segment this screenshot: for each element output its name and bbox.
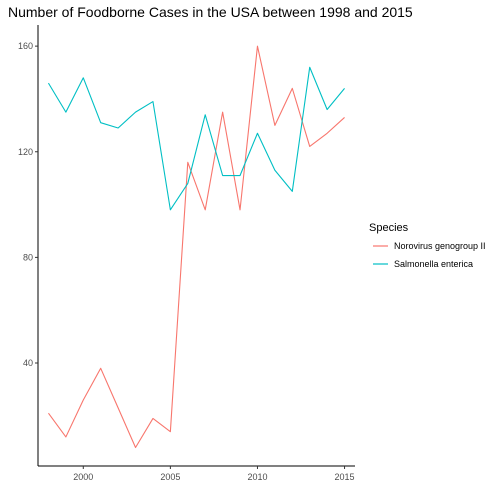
x-tick-label: 2010 xyxy=(247,472,267,482)
x-tick-label: 2005 xyxy=(160,472,180,482)
y-tick-label: 40 xyxy=(23,358,33,368)
axes: 40 80 120 160 2000 2005 2010 2015 xyxy=(18,25,355,482)
y-tick-label: 80 xyxy=(23,252,33,262)
series-lines xyxy=(47,45,345,449)
y-ticks: 40 80 120 160 xyxy=(18,41,38,368)
legend: Species Norovirus genogroup II Salmonella… xyxy=(369,222,486,269)
series-line-salmonella-enterica xyxy=(47,66,345,211)
legend-label-salmonella-enterica: Salmonella enterica xyxy=(394,259,473,269)
legend-items: Norovirus genogroup II Salmonella enteric… xyxy=(373,241,486,269)
x-tick-label: 2000 xyxy=(73,472,93,482)
chart-title: Number of Foodborne Cases in the USA bet… xyxy=(8,4,413,20)
y-tick-label: 120 xyxy=(18,147,33,157)
legend-title: Species xyxy=(369,222,409,234)
y-tick-label: 160 xyxy=(18,41,33,51)
x-ticks: 2000 2005 2010 2015 xyxy=(73,466,355,482)
series-line-norovirus-genogroup-ii xyxy=(48,45,345,449)
legend-label-norovirus-genogroup-ii: Norovirus genogroup II xyxy=(394,241,486,251)
x-tick-label: 2015 xyxy=(335,472,355,482)
